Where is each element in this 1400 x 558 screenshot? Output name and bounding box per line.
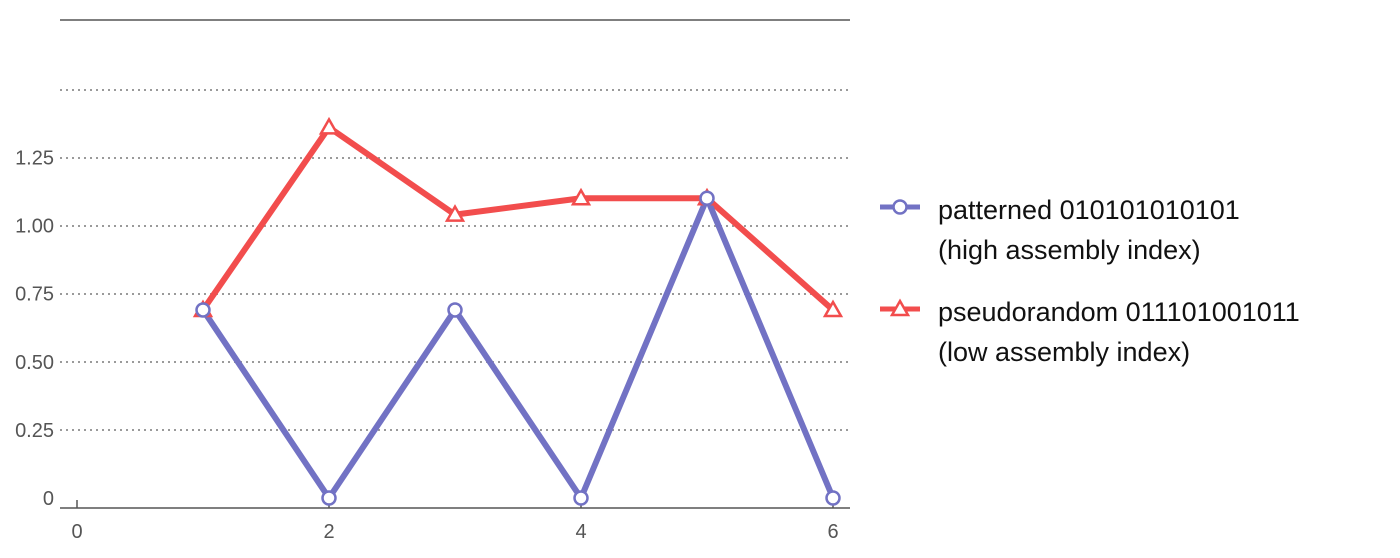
x-tick-label: 4 — [575, 521, 586, 543]
data-point-circle — [195, 302, 211, 318]
data-point-circle — [573, 490, 589, 506]
y-tick-label: 1.00 — [15, 216, 54, 238]
y-tick-label: 1.25 — [15, 147, 54, 169]
y-tick-label: 0.25 — [15, 420, 54, 442]
legend-label-pseudorandom: pseudorandom 011101001011 (low assembly … — [938, 292, 1300, 372]
legend-label-patterned: patterned 010101010101 (high assembly in… — [938, 190, 1240, 270]
series-line-patterned — [200, 195, 836, 501]
data-point-triangle — [444, 204, 466, 222]
series-group — [192, 116, 844, 506]
data-point-triangle — [570, 187, 592, 206]
y-tick-label: 0.50 — [15, 352, 54, 374]
x-tick-label: 6 — [827, 521, 838, 543]
data-point-triangle — [318, 116, 340, 135]
legend-circle-marker-icon — [880, 199, 920, 215]
data-point-circle — [825, 490, 841, 506]
legend-label-line: patterned 010101010101 — [938, 195, 1240, 225]
legend-item-patterned: patterned 010101010101 (high assembly in… — [880, 190, 1300, 270]
legend: patterned 010101010101 (high assembly in… — [880, 190, 1300, 394]
line-chart: 0 2 4 6 0 0.25 0.50 0.75 1.00 1.25 — [15, 19, 850, 543]
series-line-pseudorandom — [200, 124, 836, 313]
data-point-circle — [699, 190, 715, 206]
legend-label-line: (low assembly index) — [938, 337, 1191, 367]
x-tick-label: 2 — [323, 521, 334, 543]
data-point-triangle — [822, 299, 844, 318]
legend-item-pseudorandom: pseudorandom 011101001011 (low assembly … — [880, 292, 1300, 372]
y-tick-label: 0.75 — [15, 284, 54, 306]
legend-triangle-marker-icon — [880, 298, 920, 317]
y-tick-label: 0 — [43, 488, 54, 510]
data-point-circle — [321, 490, 337, 506]
legend-label-line: pseudorandom 011101001011 — [938, 297, 1300, 327]
y-axis-ticks: 0 0.25 0.50 0.75 1.00 1.25 — [15, 147, 54, 510]
data-point-circle — [447, 302, 463, 318]
x-tick-label: 0 — [71, 521, 82, 543]
x-axis-ticks: 0 2 4 6 — [71, 500, 839, 543]
legend-label-line: (high assembly index) — [938, 235, 1201, 265]
